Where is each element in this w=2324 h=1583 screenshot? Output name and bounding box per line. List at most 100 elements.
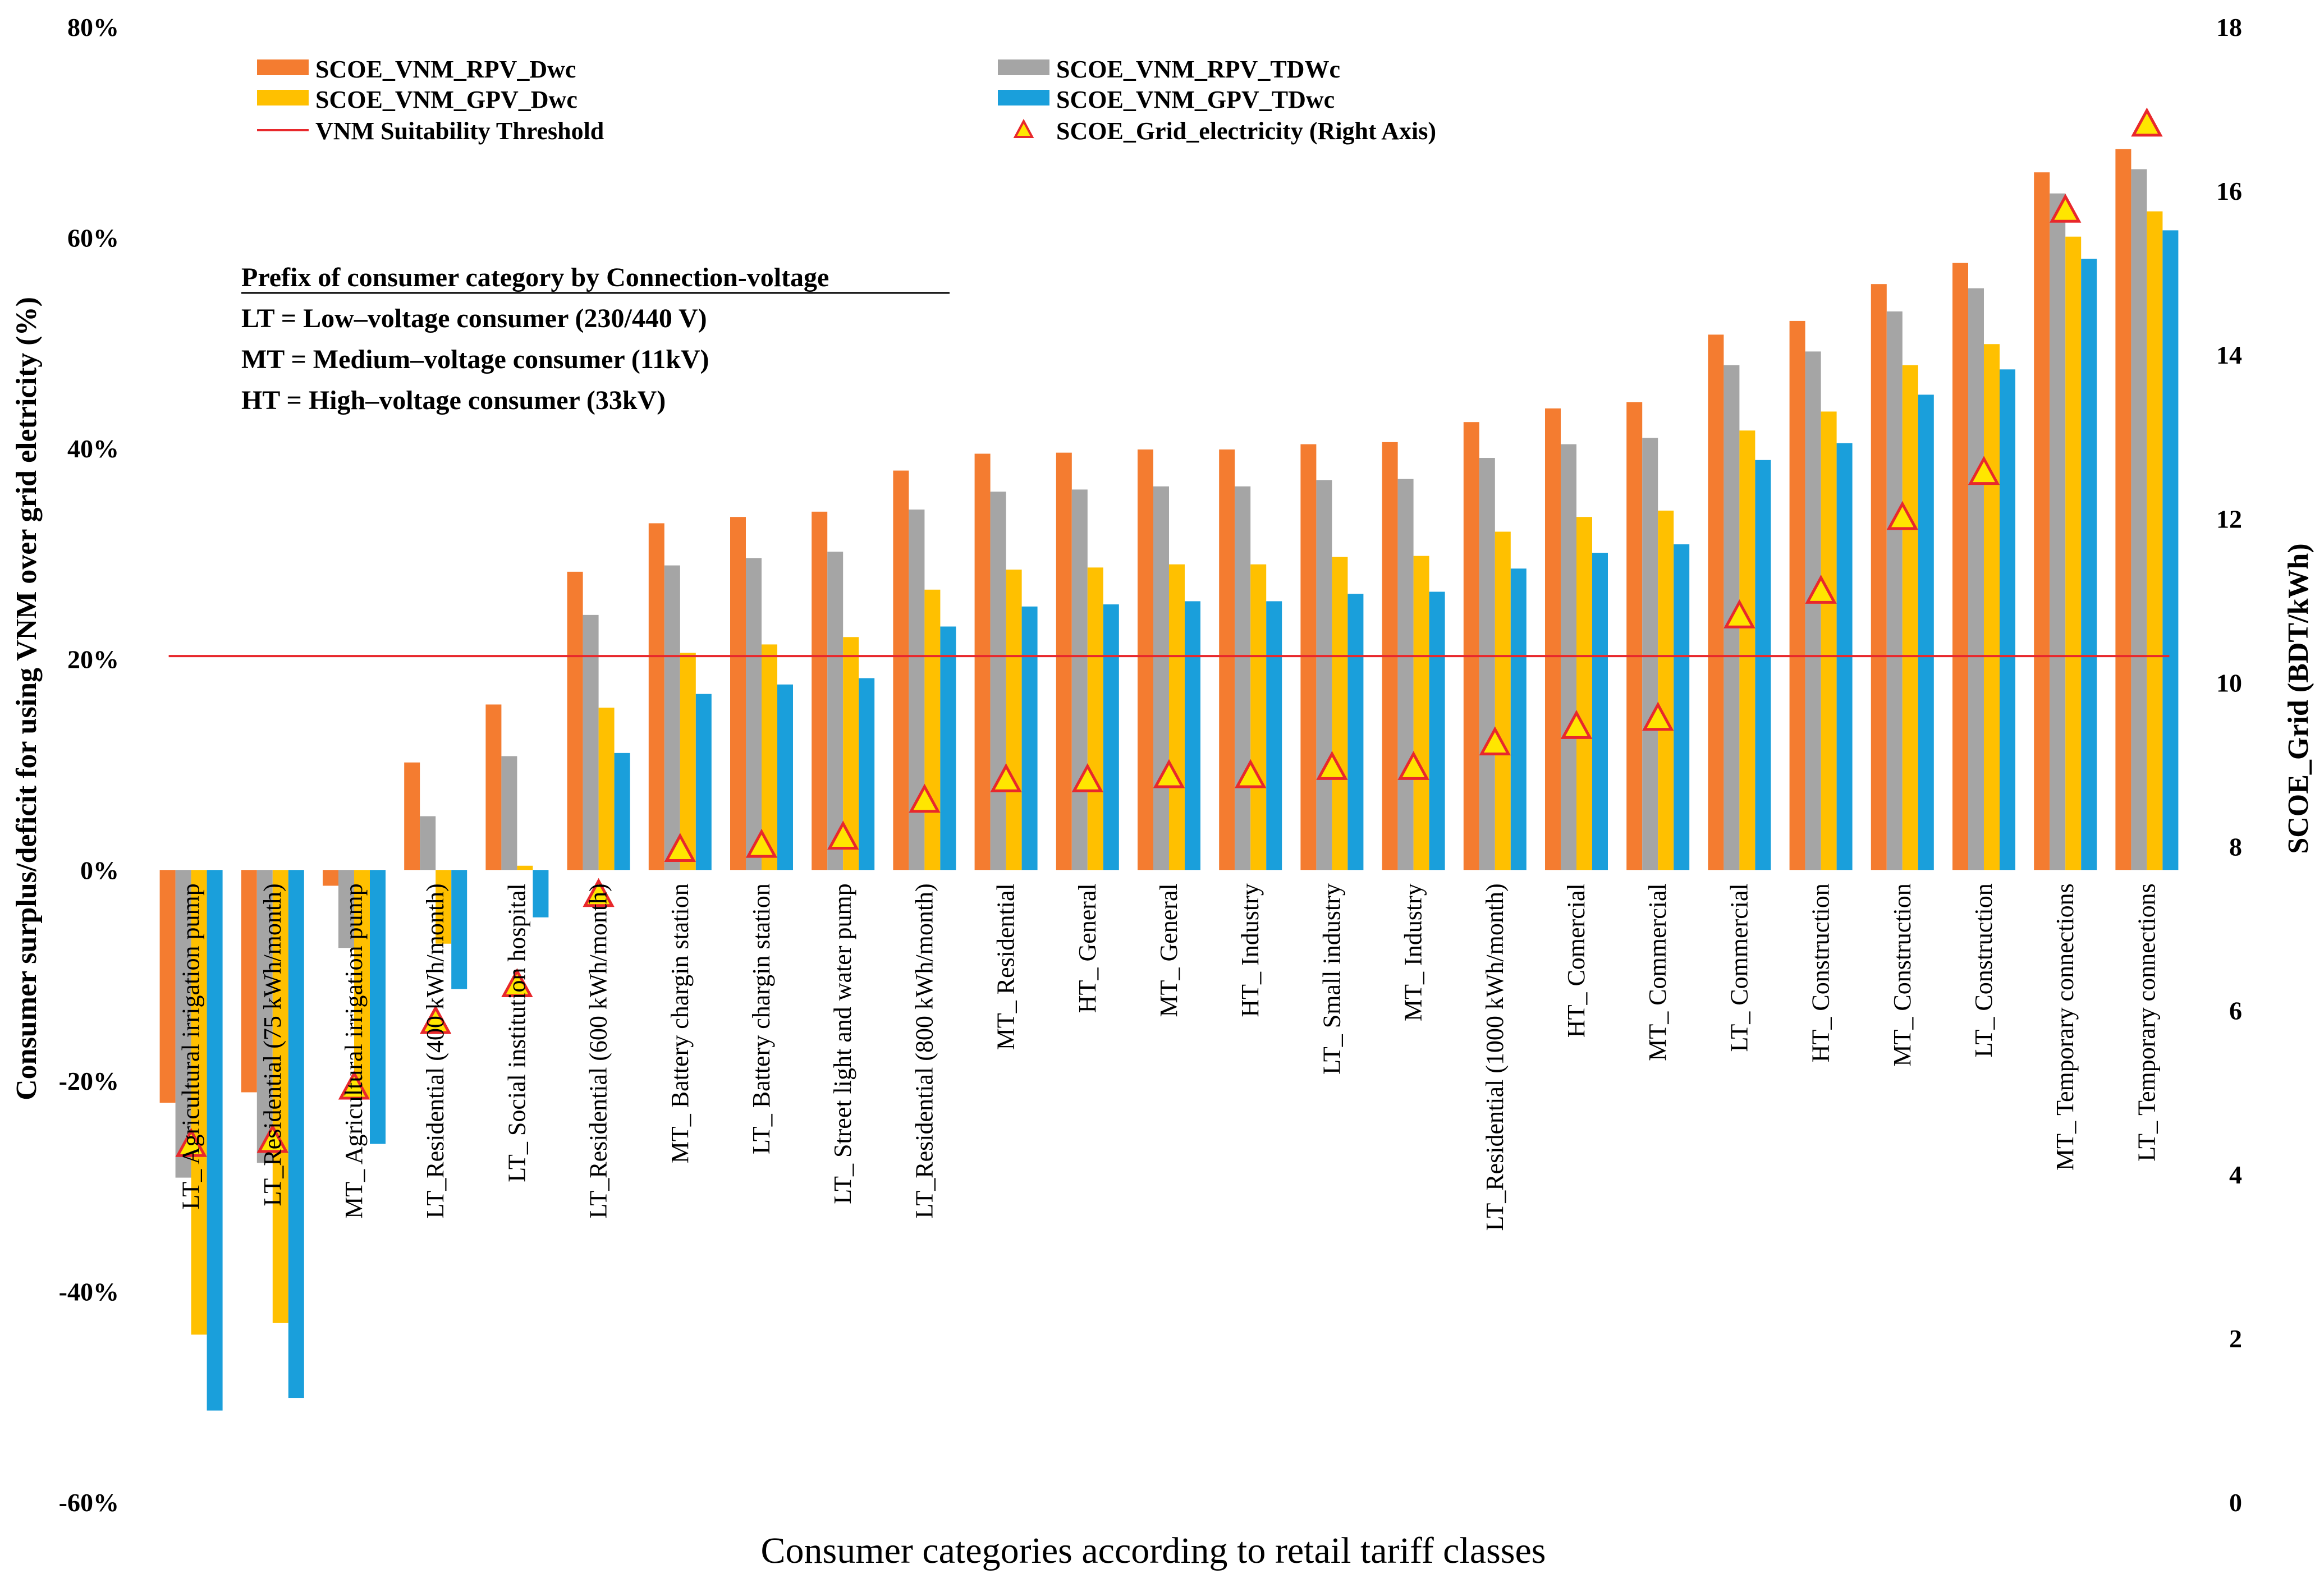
bar-scoe-vnm-gpv-tdwc-10 [940,626,956,870]
bar-scoe-vnm-rpv-tdwc-13 [1153,486,1169,870]
category-label-21: HT_ Construction [1807,883,1835,1062]
grid-scoe-marker-21 [1805,575,1837,604]
bar-scoe-vnm-gpv-tdwc-13 [1185,601,1200,870]
grid-scoe-marker-18 [1560,710,1593,739]
y2-tick-label: 6 [2229,997,2242,1025]
bar-scoe-vnm-rpv-tdwc-11 [990,492,1006,870]
left-axis-ticks: 80% 60% 40% 20% 0% -20% -40% -60% [59,13,119,1517]
category-label-18: HT_ Comercial [1562,883,1590,1038]
y-tick-label: 80% [67,13,119,42]
bar-scoe-vnm-gpv-dwc-25 [2147,211,2163,870]
category-label-25: LT_ Temporary connections [2133,883,2160,1161]
bar-scoe-vnm-gpv-tdwc-8 [777,684,793,870]
annotation-line-ht: HT = High–voltage consumer (33kV) [241,386,666,415]
right-axis-ticks: 18 16 14 12 10 8 6 4 2 0 [2216,13,2242,1517]
bar-scoe-vnm-rpv-dwc-20 [1708,334,1724,870]
y2-tick-label: 16 [2216,177,2242,205]
bar-scoe-vnm-gpv-tdwc-6 [614,753,630,870]
bar-scoe-vnm-gpv-tdwc-12 [1103,604,1119,870]
bar-scoe-vnm-gpv-tdwc-5 [533,870,549,917]
y2-tick-label: 10 [2216,668,2242,697]
grid-scoe-marker-23 [1968,456,2000,485]
category-label-20: LT_ Commercial [1725,883,1753,1052]
grid-scoe-marker-19 [1642,701,1674,731]
bar-scoe-vnm-gpv-dwc-10 [924,589,941,870]
y2-tick-label: 14 [2216,341,2242,369]
legend-scoe-vnm-gpv-tdwc-label: SCOE_VNM_GPV_TDwc [1056,86,1335,113]
bar-scoe-vnm-gpv-dwc-15 [1332,557,1348,870]
grid-scoe-marker-2 [256,1123,289,1153]
bar-scoe-vnm-gpv-tdwc-2 [288,870,304,1398]
grid-scoe-marker-16 [1397,751,1429,780]
bar-scoe-vnm-rpv-tdwc-3 [338,870,354,948]
legend-scoe-vnm-gpv-dwc-label: SCOE_VNM_GPV_Dwc [315,86,577,113]
annotation-line-mt: MT = Medium–voltage consumer (11kV) [241,345,709,374]
grid-scoe-marker-10 [909,783,941,813]
category-label-15: LT_ Small industry [1318,883,1345,1075]
bar-scoe-vnm-rpv-tdwc-6 [583,614,599,870]
bar-scoe-vnm-rpv-tdwc-19 [1642,438,1658,870]
bar-scoe-vnm-rpv-tdwc-7 [664,565,680,870]
bar-scoe-vnm-rpv-dwc-21 [1789,320,1805,870]
bar-scoe-vnm-rpv-tdwc-8 [746,558,762,870]
category-label-4: LT_Residential (400 kWh/month) [421,883,449,1218]
y-tick-label: -40% [59,1277,119,1306]
y2-tick-label: 2 [2229,1324,2242,1353]
bar-scoe-vnm-rpv-tdwc-10 [909,510,925,870]
y-tick-label: -20% [59,1067,119,1095]
annotation-box: Prefix of consumer category by Connectio… [241,263,950,415]
bar-scoe-vnm-rpv-dwc-13 [1138,449,1153,870]
bar-scoe-vnm-rpv-tdwc-16 [1397,479,1414,870]
bar-scoe-vnm-gpv-dwc-18 [1576,517,1592,870]
legend-vnm-suitability-threshold-label: VNM Suitability Threshold [315,117,604,145]
bar-scoe-vnm-rpv-dwc-14 [1219,449,1235,870]
bar-scoe-vnm-gpv-tdwc-23 [2000,369,2015,870]
category-label-11: MT_ Residential [992,883,1020,1050]
legend-scoe-vnm-rpv-tdwc-label: SCOE_VNM_RPV_TDWc [1056,56,1340,83]
y-tick-label: -60% [59,1488,119,1517]
bar-scoe-vnm-rpv-dwc-19 [1626,402,1643,870]
bar-scoe-vnm-rpv-tdwc-23 [1968,288,1984,870]
bar-scoe-vnm-gpv-dwc-8 [762,644,777,870]
grid-scoe-marker-24 [2049,194,2082,223]
bar-scoe-vnm-gpv-tdwc-20 [1755,460,1771,870]
bar-scoe-vnm-rpv-dwc-3 [323,870,338,886]
y-tick-label: 0% [80,856,119,884]
grid-scoe-marker-15 [1316,751,1348,780]
bar-scoe-vnm-gpv-tdwc-16 [1429,591,1445,870]
grid-scoe-marker-13 [1153,759,1185,788]
bar-scoe-vnm-rpv-dwc-9 [812,511,828,870]
bar-scoe-vnm-gpv-tdwc-18 [1592,553,1608,870]
bar-scoe-vnm-gpv-tdwc-19 [1674,544,1690,870]
bar-scoe-vnm-rpv-dwc-2 [241,870,257,1093]
grid-scoe-marker-1 [175,1128,207,1157]
bar-scoe-vnm-gpv-dwc-17 [1495,531,1511,870]
bar-scoe-vnm-gpv-tdwc-3 [370,870,386,1144]
bar-scoe-vnm-rpv-tdwc-1 [175,870,191,1178]
bar-scoe-vnm-gpv-dwc-24 [2065,236,2082,870]
legend-scoe-vnm-gpv-dwc-swatch [257,90,309,105]
bar-scoe-vnm-rpv-dwc-25 [2115,149,2132,870]
bar-scoe-vnm-gpv-dwc-14 [1250,564,1267,870]
bar-scoe-vnm-rpv-dwc-18 [1545,408,1561,870]
category-label-9: LT_ Street light and water pump [829,883,856,1204]
category-labels-layer: LT_ Agricultural irrigation pump LT_Resid… [177,883,2161,1231]
y2-tick-label: 4 [2229,1160,2242,1189]
bar-scoe-vnm-rpv-tdwc-25 [2131,169,2147,870]
bar-scoe-vnm-gpv-dwc-1 [191,870,207,1335]
bar-scoe-vnm-gpv-tdwc-4 [451,870,467,989]
bar-scoe-vnm-gpv-dwc-11 [1006,570,1022,870]
grid-scoe-marker-20 [1723,599,1755,628]
category-label-1: LT_ Agricultural irrigation pump [177,883,205,1209]
category-label-7: MT_ Battery chargin station [666,883,694,1163]
grid-scoe-marker-9 [827,820,859,850]
category-label-13: MT_ General [1155,883,1182,1017]
bar-scoe-vnm-gpv-dwc-7 [680,653,696,870]
legend-scoe-grid-electricity-right-axis-swatch [1013,118,1034,138]
bars-layer [159,149,2179,1411]
bar-scoe-vnm-rpv-tdwc-12 [1071,489,1088,870]
bar-scoe-vnm-rpv-tdwc-2 [256,870,273,1163]
bar-scoe-vnm-gpv-dwc-3 [354,870,370,1099]
bar-scoe-vnm-rpv-dwc-6 [567,571,583,870]
bar-scoe-vnm-gpv-dwc-22 [1902,365,1918,870]
